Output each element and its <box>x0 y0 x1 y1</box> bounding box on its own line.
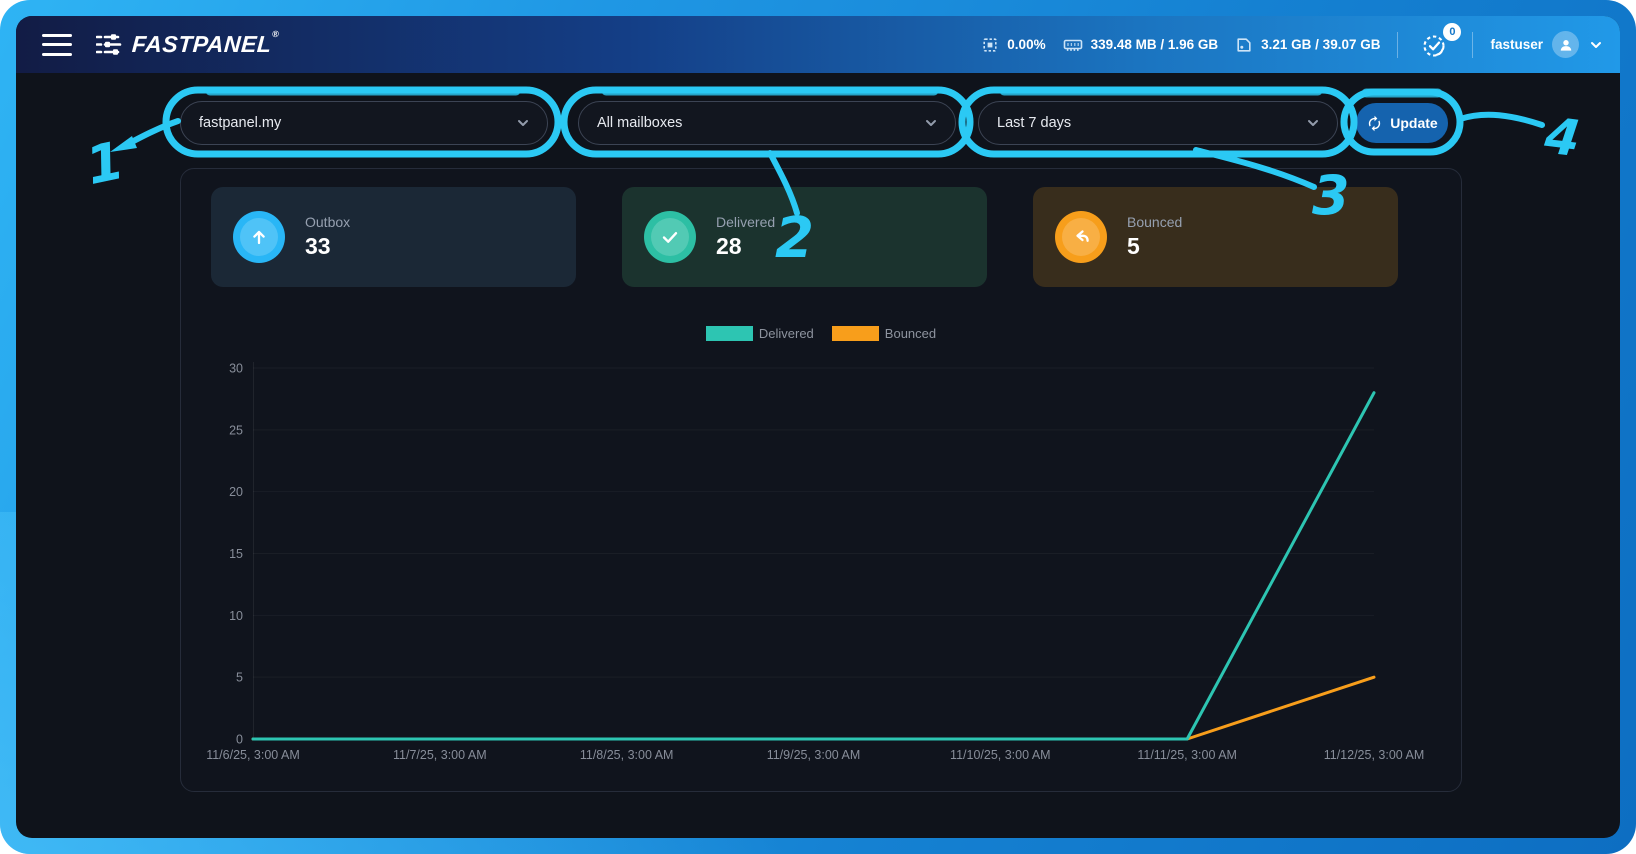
check-icon <box>662 232 678 243</box>
outbox-card: Outbox 33 <box>211 187 576 287</box>
svg-text:11/7/25, 3:00 AM: 11/7/25, 3:00 AM <box>393 748 487 762</box>
brand-text: FASTPANEL® <box>131 29 280 57</box>
registered-mark: ® <box>271 29 280 39</box>
update-label: Update <box>1390 115 1438 131</box>
cpu-value: 0.00% <box>1007 37 1046 52</box>
topbar: FASTPANEL® 0.00% 339.48 MB / <box>16 16 1620 73</box>
mailbox-select[interactable]: All mailboxes <box>578 101 956 145</box>
traffic-chart: 0 5 10 15 20 25 30 11/6/25, 3:00 AM 11/7/25, 3:0… <box>206 362 1425 763</box>
svg-text:11/10/25, 3:00 AM: 11/10/25, 3:00 AM <box>950 748 1051 762</box>
svg-text:10: 10 <box>229 609 243 623</box>
notification-badge: 0 <box>1443 22 1462 41</box>
svg-text:20: 20 <box>229 485 243 499</box>
user-icon <box>1560 39 1571 51</box>
user-menu[interactable]: fastuser <box>1490 31 1604 58</box>
disk-value: 3.21 GB / 39.07 GB <box>1261 37 1381 52</box>
card-label: Delivered <box>716 214 776 230</box>
legend-item-delivered: Delivered <box>705 326 814 341</box>
svg-text:11/11/25, 3:00 AM: 11/11/25, 3:00 AM <box>1137 748 1237 762</box>
chevron-down-icon <box>926 120 936 126</box>
update-button[interactable]: Update <box>1356 103 1448 143</box>
memory-value: 339.48 MB / 1.96 GB <box>1090 37 1219 52</box>
ram-icon <box>1063 39 1082 51</box>
disk-stat: 3.21 GB / 39.07 GB <box>1235 36 1380 54</box>
svg-text:11/6/25, 3:00 AM: 11/6/25, 3:00 AM <box>206 748 300 762</box>
chevron-down-icon <box>1591 41 1601 48</box>
username: fastuser <box>1490 37 1543 52</box>
hamburger-menu-button[interactable] <box>42 33 72 56</box>
memory-stat: 339.48 MB / 1.96 GB <box>1063 36 1219 54</box>
svg-text:11/12/25, 3:00 AM: 11/12/25, 3:00 AM <box>1324 748 1425 762</box>
mail-stats-panel: Outbox 33 Delivered 28 <box>180 168 1462 792</box>
period-select-value: Last 7 days <box>997 115 1072 131</box>
divider <box>1397 31 1399 58</box>
main-content: fastpanel.my All mailboxes Last 7 days <box>16 73 1620 838</box>
divider <box>1472 31 1474 58</box>
chevron-down-icon <box>1308 120 1318 126</box>
brand-logo: FASTPANEL® <box>96 29 280 58</box>
card-label: Outbox <box>305 214 351 230</box>
app-window: FASTPANEL® 0.00% 339.48 MB / <box>16 16 1620 838</box>
bounced-icon-circle <box>1055 211 1107 263</box>
period-select[interactable]: Last 7 days <box>978 101 1338 145</box>
legend-swatch-bounced <box>831 326 879 341</box>
cpu-stat: 0.00% <box>981 36 1046 54</box>
legend-item-bounced: Bounced <box>831 326 937 341</box>
domain-select-value: fastpanel.my <box>199 115 282 131</box>
delivered-card: Delivered 28 <box>622 187 987 287</box>
svg-text:15: 15 <box>229 547 243 561</box>
undo-arrow-icon <box>1076 230 1089 242</box>
cpu-icon <box>983 37 997 52</box>
disk-icon <box>1237 37 1251 52</box>
svg-text:11/9/25, 3:00 AM: 11/9/25, 3:00 AM <box>767 748 861 762</box>
card-value: 5 <box>1127 233 1140 259</box>
domain-select[interactable]: fastpanel.my <box>180 101 548 145</box>
svg-text:5: 5 <box>236 671 243 685</box>
delivered-icon-circle <box>644 211 696 263</box>
chart-legend: Delivered Bounced <box>181 326 1461 341</box>
mailbox-select-value: All mailboxes <box>597 115 683 131</box>
svg-text:30: 30 <box>229 362 243 376</box>
notifications-button[interactable]: 0 <box>1415 22 1462 59</box>
legend-label: Bounced <box>884 326 937 341</box>
hamburger-icon <box>42 33 72 37</box>
legend-label: Delivered <box>758 326 814 341</box>
topbar-stats: 0.00% 339.48 MB / 1.96 GB 3.21 GB / <box>981 22 1604 59</box>
card-value: 33 <box>305 233 331 259</box>
refresh-icon <box>1369 115 1381 131</box>
chevron-down-icon <box>518 120 528 126</box>
avatar <box>1552 31 1579 58</box>
svg-text:0: 0 <box>236 733 243 747</box>
arrow-up-icon <box>253 230 265 245</box>
outbox-icon-circle <box>233 211 285 263</box>
legend-swatch-delivered <box>705 326 753 341</box>
equalizer-icon <box>96 34 122 55</box>
card-value: 28 <box>716 233 742 259</box>
svg-text:11/8/25, 3:00 AM: 11/8/25, 3:00 AM <box>580 748 674 762</box>
tasks-icon <box>1423 34 1446 57</box>
bounced-card: Bounced 5 <box>1033 187 1398 287</box>
card-label: Bounced <box>1127 214 1183 230</box>
svg-text:25: 25 <box>229 423 243 437</box>
